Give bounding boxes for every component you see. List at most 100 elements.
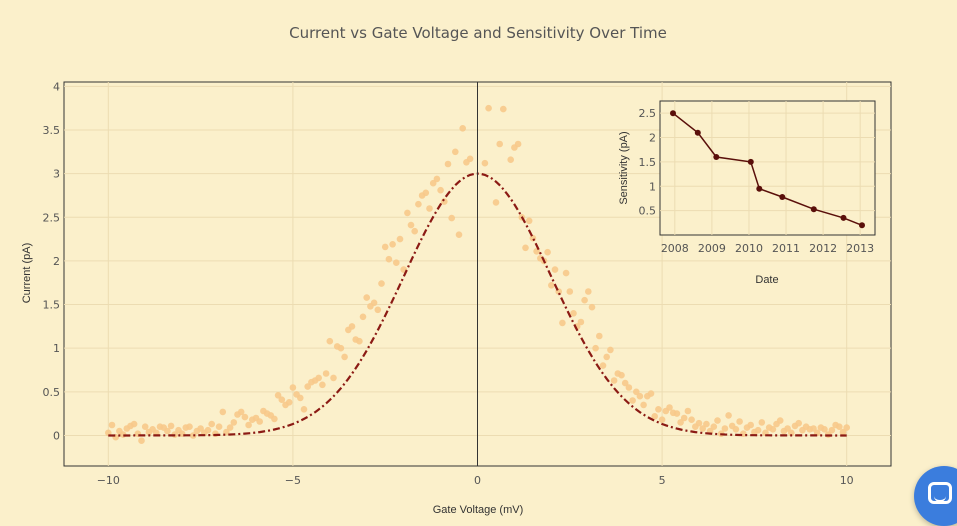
scatter-point: [304, 383, 312, 390]
scatter-point: [784, 425, 791, 432]
scatter-point: [448, 214, 456, 222]
scatter-point: [378, 280, 385, 287]
scatter-point: [245, 421, 252, 429]
scatter-point: [507, 156, 514, 163]
scatter-point: [341, 353, 348, 361]
scatter-point: [776, 417, 784, 424]
scatter-point: [839, 428, 847, 436]
scatter-point: [585, 288, 592, 295]
scatter-point: [732, 426, 740, 433]
scatter-point: [500, 105, 507, 113]
scatter-point: [695, 419, 703, 427]
scatter-point: [444, 160, 452, 168]
inset-x-tick-label: 2010: [735, 242, 763, 255]
scatter-point: [466, 155, 474, 163]
inset-x-tick-label: 2012: [809, 242, 837, 255]
inset-y-tick-label: 1: [649, 180, 656, 193]
scatter-point: [658, 416, 666, 424]
scatter-point: [407, 221, 415, 229]
scatter-point: [592, 344, 599, 352]
scatter-point: [422, 189, 430, 197]
scatter-point: [551, 266, 559, 273]
scatter-point: [459, 125, 467, 132]
main-x-tick-labels: −10 −5 0 5 10: [97, 474, 854, 487]
scatter-point: [256, 418, 264, 425]
scatter-point: [577, 318, 585, 326]
sensitivity-point: [810, 206, 817, 213]
scatter-point: [437, 186, 444, 194]
scatter-point: [496, 140, 504, 148]
main-y-tick-labels: 0 0.5 1 1.5 2 2.5 3 3.5 4: [43, 80, 61, 442]
scatter-point: [599, 362, 607, 369]
chat-launcher-button[interactable]: [914, 466, 957, 526]
scatter-point: [522, 244, 529, 252]
scatter-point: [396, 235, 404, 243]
scatter-point: [714, 417, 721, 424]
scatter-point: [588, 303, 596, 311]
y-tick-label: 0.5: [43, 386, 61, 399]
scatter-point: [363, 294, 371, 301]
scatter-point: [603, 353, 610, 361]
chat-icon: [928, 482, 952, 504]
scatter-point: [769, 426, 777, 433]
scatter-point: [710, 423, 718, 431]
scatter-point: [337, 344, 345, 352]
scatter-point: [566, 288, 574, 295]
scatter-point: [433, 175, 441, 183]
scatter-point: [164, 427, 171, 435]
scatter-point: [452, 148, 459, 156]
scatter-point: [415, 200, 422, 208]
y-tick-label: 4: [53, 80, 60, 93]
inset-x-tick-label: 2011: [772, 242, 800, 255]
scatter-point: [548, 282, 555, 289]
scatter-point: [666, 404, 673, 411]
scatter-point: [607, 346, 614, 354]
scatter-point: [271, 415, 278, 423]
scatter-point: [197, 425, 204, 432]
y-tick-label: 2.5: [43, 211, 61, 224]
scatter-point: [359, 313, 367, 321]
scatter-point: [441, 198, 448, 205]
scatter-point: [529, 234, 537, 242]
main-y-axis-label: Current (pA): [21, 243, 33, 304]
scatter-point: [725, 412, 732, 419]
y-tick-label: 3: [53, 168, 60, 181]
scatter-point: [381, 243, 389, 251]
inset-x-tick-label: 2013: [846, 242, 874, 255]
scatter-point: [215, 423, 223, 431]
x-tick-label: 5: [659, 474, 666, 487]
sensitivity-point: [859, 222, 865, 229]
scatter-point: [411, 227, 419, 235]
scatter-point: [481, 159, 489, 167]
scatter-point: [426, 205, 433, 212]
x-tick-label: 10: [840, 474, 854, 487]
scatter-point: [130, 420, 138, 428]
inset-y-axis-label: Sensitivity (pA): [618, 131, 630, 204]
scatter-point: [677, 419, 684, 426]
inset-x-axis-label: Date: [755, 274, 778, 286]
scatter-point: [795, 419, 802, 427]
y-tick-label: 2: [53, 255, 60, 268]
scatter-point: [297, 394, 304, 402]
scatter-point: [633, 388, 640, 396]
scatter-point: [640, 401, 647, 409]
scatter-point: [189, 432, 197, 439]
inset-x-tick-label: 2008: [661, 242, 689, 255]
scatter-point: [226, 424, 234, 431]
scatter-point: [655, 406, 662, 413]
scatter-point: [108, 421, 116, 429]
scatter-point: [810, 425, 817, 432]
scatter-point: [274, 392, 282, 399]
scatter-point: [356, 337, 363, 345]
scatter-point: [455, 231, 463, 238]
inset-plot-frame: [659, 100, 876, 236]
sensitivity-point: [694, 129, 701, 136]
scatter-point: [610, 377, 618, 384]
scatter-point: [721, 425, 729, 432]
scatter-point: [374, 306, 382, 314]
scatter-point: [629, 397, 636, 404]
scatter-point: [278, 396, 286, 404]
scatter-point: [429, 179, 437, 187]
inset-y-tick-labels: 0.5 1 1.5 2 2.5: [639, 107, 657, 217]
sensitivity-point: [756, 185, 763, 192]
